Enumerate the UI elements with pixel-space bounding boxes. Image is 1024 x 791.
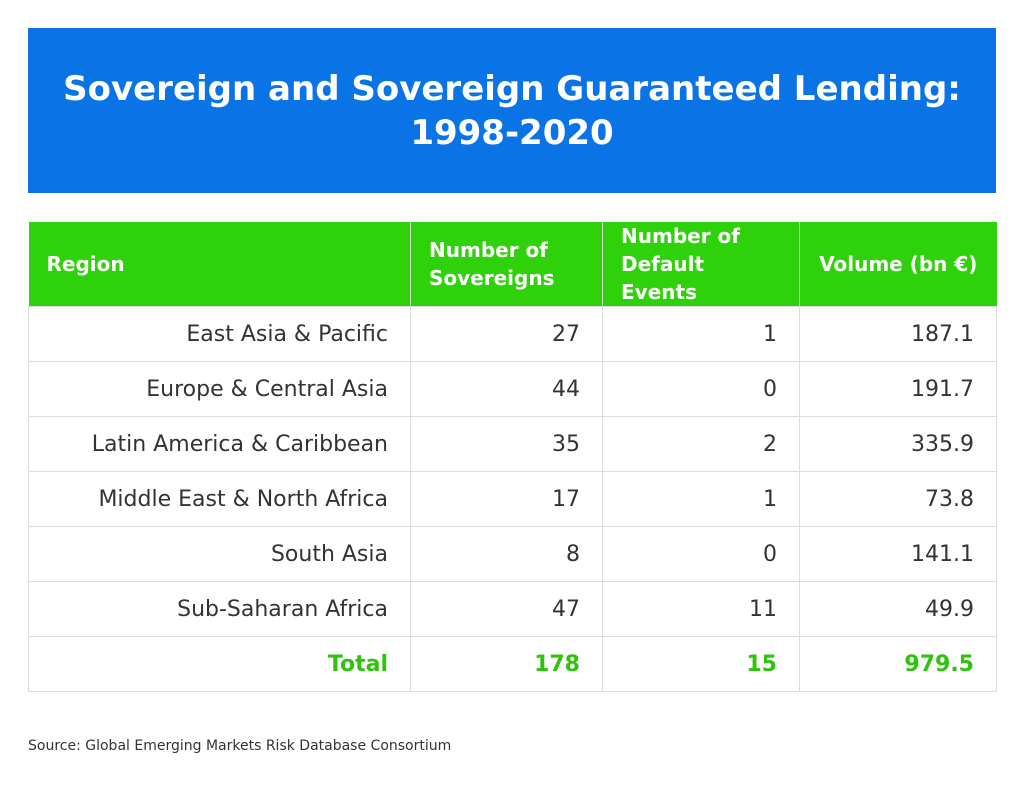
- sovereigns-cell: 17: [410, 471, 603, 527]
- title-banner: Sovereign and Sovereign Guaranteed Lendi…: [28, 28, 996, 193]
- source-note: Source: Global Emerging Markets Risk Dat…: [28, 738, 452, 754]
- default-events-cell: 1: [602, 306, 800, 362]
- sovereigns-cell: 35: [410, 416, 603, 472]
- region-cell: Europe & Central Asia: [28, 361, 411, 417]
- default-events-cell: 0: [602, 526, 800, 582]
- default-events-cell: 0: [602, 361, 800, 417]
- default-events-cell: 1: [602, 471, 800, 527]
- table-row: East Asia & Pacific 27 1 187.1: [28, 306, 997, 362]
- region-cell: South Asia: [28, 526, 411, 582]
- sovereigns-cell: 27: [410, 306, 603, 362]
- table-row: Europe & Central Asia 44 0 191.7: [28, 361, 997, 417]
- volume-cell: 141.1: [799, 526, 997, 582]
- table-row: Middle East & North Africa 17 1 73.8: [28, 471, 997, 527]
- total-default-events: 15: [602, 636, 800, 692]
- header-row: Region Number of Sovereigns Number of De…: [28, 222, 997, 307]
- volume-cell: 187.1: [799, 306, 997, 362]
- region-cell: Sub-Saharan Africa: [28, 581, 411, 637]
- volume-cell: 191.7: [799, 361, 997, 417]
- lending-table: Region Number of Sovereigns Number of De…: [28, 222, 997, 692]
- header-number-of-sovereigns: Number of Sovereigns: [410, 222, 603, 307]
- sovereigns-cell: 8: [410, 526, 603, 582]
- table-row: South Asia 8 0 141.1: [28, 526, 997, 582]
- region-cell: Latin America & Caribbean: [28, 416, 411, 472]
- volume-cell: 49.9: [799, 581, 997, 637]
- chart-title: Sovereign and Sovereign Guaranteed Lendi…: [63, 68, 961, 153]
- region-cell: Middle East & North Africa: [28, 471, 411, 527]
- default-events-cell: 11: [602, 581, 800, 637]
- total-label: Total: [28, 636, 411, 692]
- sovereigns-cell: 44: [410, 361, 603, 417]
- region-cell: East Asia & Pacific: [28, 306, 411, 362]
- table-row: Latin America & Caribbean 35 2 335.9: [28, 416, 997, 472]
- total-volume: 979.5: [799, 636, 997, 692]
- default-events-cell: 2: [602, 416, 800, 472]
- header-volume: Volume (bn €): [799, 222, 997, 307]
- header-region: Region: [28, 222, 411, 307]
- total-sovereigns: 178: [410, 636, 603, 692]
- volume-cell: 73.8: [799, 471, 997, 527]
- volume-cell: 335.9: [799, 416, 997, 472]
- sovereigns-cell: 47: [410, 581, 603, 637]
- header-number-of-default-events: Number of Default Events: [602, 222, 800, 307]
- total-row: Total 178 15 979.5: [28, 636, 997, 692]
- table-row: Sub-Saharan Africa 47 11 49.9: [28, 581, 997, 637]
